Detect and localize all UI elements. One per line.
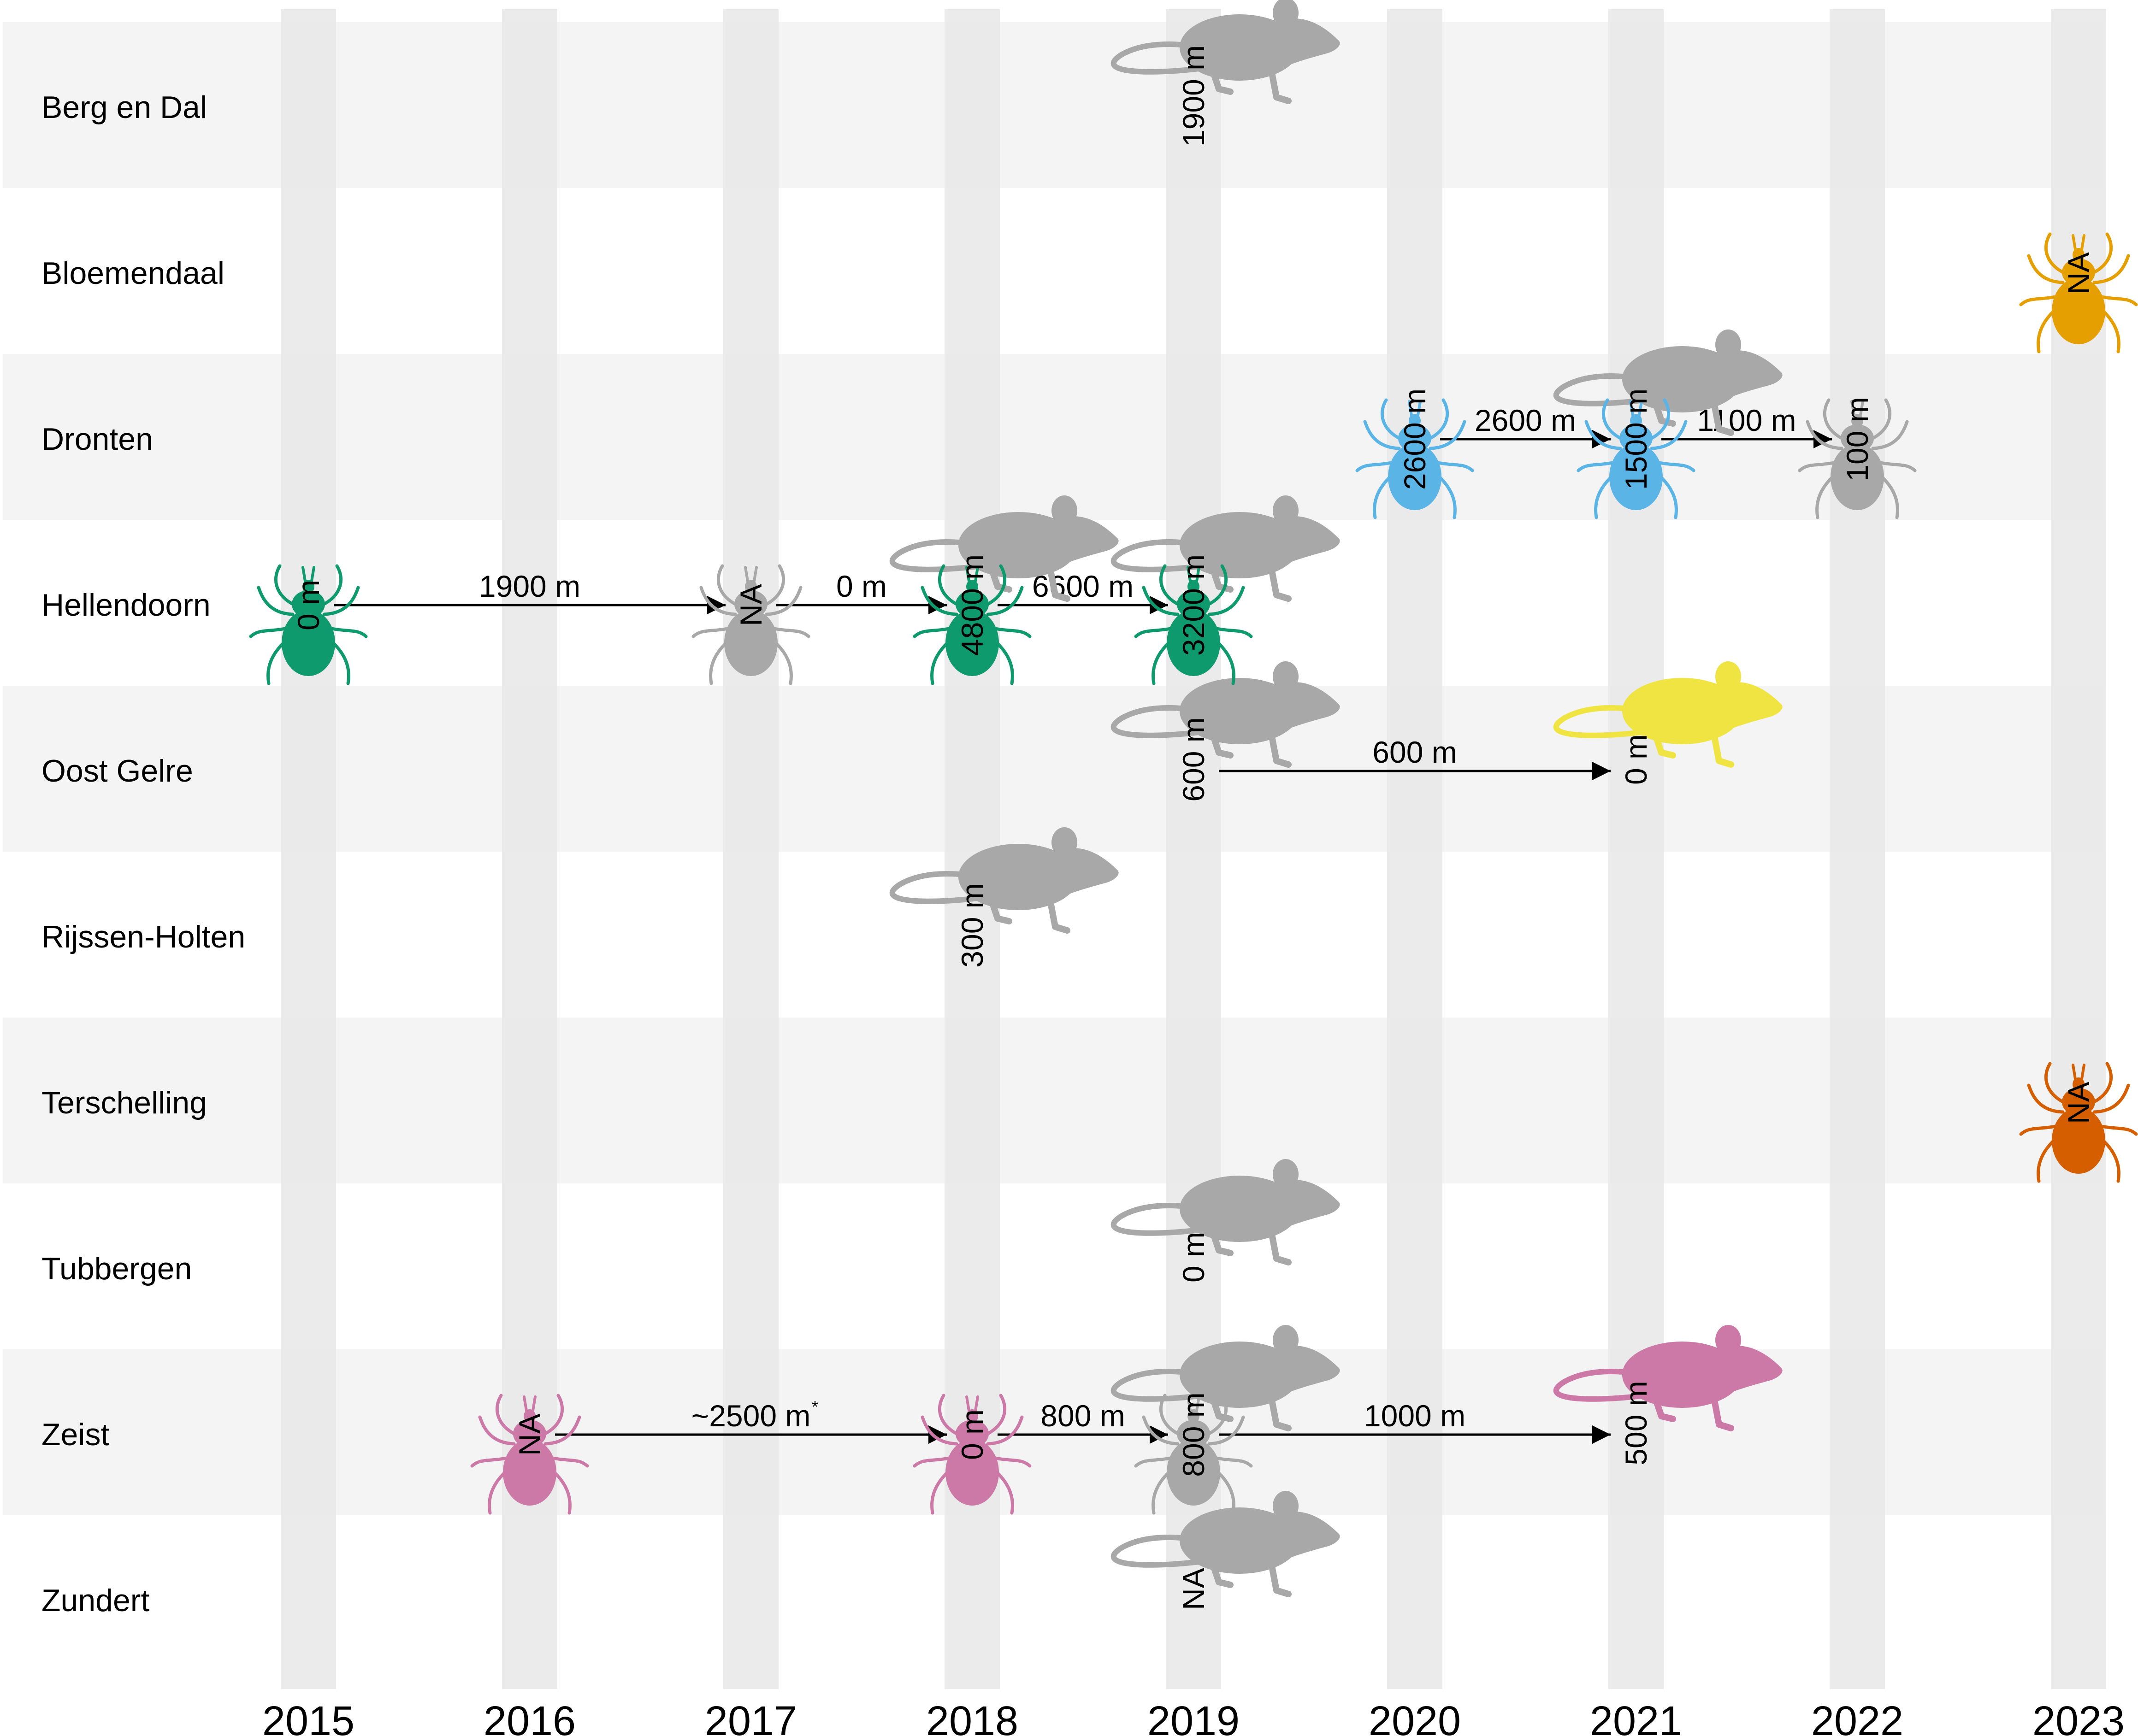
row-label-rijssen-holten: Rijssen-Holten: [41, 919, 245, 954]
year-label-2022: 2022: [1811, 1698, 1903, 1736]
row-label-terschelling: Terschelling: [41, 1085, 207, 1120]
year-column-2016: [502, 9, 557, 1689]
row-label-tubbergen: Tubbergen: [41, 1251, 192, 1286]
year-column-2021: [1608, 9, 1664, 1689]
rodent-icon: [1111, 661, 1340, 768]
tick-icon: [1134, 1394, 1253, 1515]
tick-icon: [1355, 398, 1474, 519]
distance-label: NA: [2061, 252, 2096, 294]
year-column-2020: [1387, 9, 1442, 1689]
distance-label: NA: [734, 584, 768, 626]
link-distance-label: 0 m: [836, 569, 887, 603]
row-label-berg-en-dal: Berg en Dal: [41, 90, 207, 125]
year-column-2017: [723, 9, 779, 1689]
tick-icon: [2019, 232, 2138, 353]
rodent-icon: [890, 827, 1119, 934]
tick-icon: [1577, 398, 1695, 519]
year-label-2017: 2017: [705, 1698, 797, 1736]
year-column-2019: [1166, 9, 1221, 1689]
year-label-2019: 2019: [1147, 1698, 1240, 1736]
distance-label: 300 m: [955, 883, 989, 967]
rodent-icon: [1553, 661, 1783, 768]
rodent-icon: [1553, 1325, 1783, 1431]
distance-label: 600 m: [1176, 717, 1211, 801]
tick-icon: [1134, 564, 1253, 685]
row-label-oost-gelre: Oost Gelre: [41, 753, 193, 789]
year-column-2015: [281, 9, 336, 1689]
distance-label: 0 m: [291, 580, 325, 630]
row-band: [3, 1018, 2105, 1183]
year-label-2023: 2023: [2032, 1698, 2125, 1736]
link-footnote-mark: *: [812, 1397, 818, 1416]
row-label-zundert: Zundert: [41, 1583, 149, 1618]
rodent-icon: [1111, 1491, 1340, 1597]
distance-label: 100 m: [1840, 397, 1874, 481]
distance-label: NA: [1176, 1568, 1211, 1610]
distance-label: 0 m: [1176, 1232, 1211, 1283]
distance-label: 1900 m: [1176, 45, 1211, 147]
distance-label: NA: [513, 1413, 547, 1456]
distance-label: 1500 m: [1619, 388, 1653, 490]
rodent-icon: [1111, 1159, 1340, 1265]
year-label-2018: 2018: [926, 1698, 1018, 1736]
rodent-icon: [1111, 0, 1340, 104]
row-label-zeist: Zeist: [41, 1417, 109, 1452]
distance-label: 3200 m: [1176, 554, 1211, 656]
tick-icon: [2019, 1062, 2138, 1183]
link-distance-label: 6600 m: [1032, 569, 1134, 603]
tick-icon: [691, 564, 810, 685]
tick-icon: [470, 1394, 589, 1515]
row-label-hellendoorn: Hellendoorn: [41, 588, 211, 623]
rodent-icon: [890, 495, 1119, 602]
link-distance-label: 600 m: [1372, 735, 1457, 769]
distance-label: NA: [2061, 1082, 2096, 1124]
link-distance-label: 2600 m: [1475, 403, 1576, 437]
row-label-bloemendaal: Bloemendaal: [41, 256, 224, 291]
distance-label: 800 m: [1176, 1392, 1211, 1477]
distance-label: 4800 m: [955, 554, 989, 656]
link-distance-label: 1000 m: [1364, 1399, 1465, 1433]
tick-icon: [1798, 398, 1917, 519]
year-label-2016: 2016: [484, 1698, 576, 1736]
year-label-2015: 2015: [262, 1698, 354, 1736]
year-label-2021: 2021: [1590, 1698, 1682, 1736]
link-distance-label: ~2500 m: [691, 1399, 811, 1433]
row-band: [3, 22, 2105, 188]
rodent-icon: [1111, 495, 1340, 602]
year-column-2022: [1830, 9, 1885, 1689]
link-distance-label: 800 m: [1040, 1399, 1125, 1433]
row-label-dronten: Dronten: [41, 422, 153, 457]
year-label-2020: 2020: [1369, 1698, 1461, 1736]
distance-label: 2600 m: [1398, 388, 1432, 490]
distance-label: 0 m: [955, 1409, 989, 1460]
tick-icon: [913, 564, 1032, 685]
rodent-icon: [1111, 1325, 1340, 1431]
rodent-icon: [1553, 330, 1783, 436]
link-distance-label: 1900 m: [479, 569, 580, 603]
distance-label: 0 m: [1619, 734, 1653, 785]
distance-label: 500 m: [1619, 1381, 1653, 1465]
tick-icon: [913, 1394, 1032, 1515]
tick-icon: [249, 564, 368, 685]
